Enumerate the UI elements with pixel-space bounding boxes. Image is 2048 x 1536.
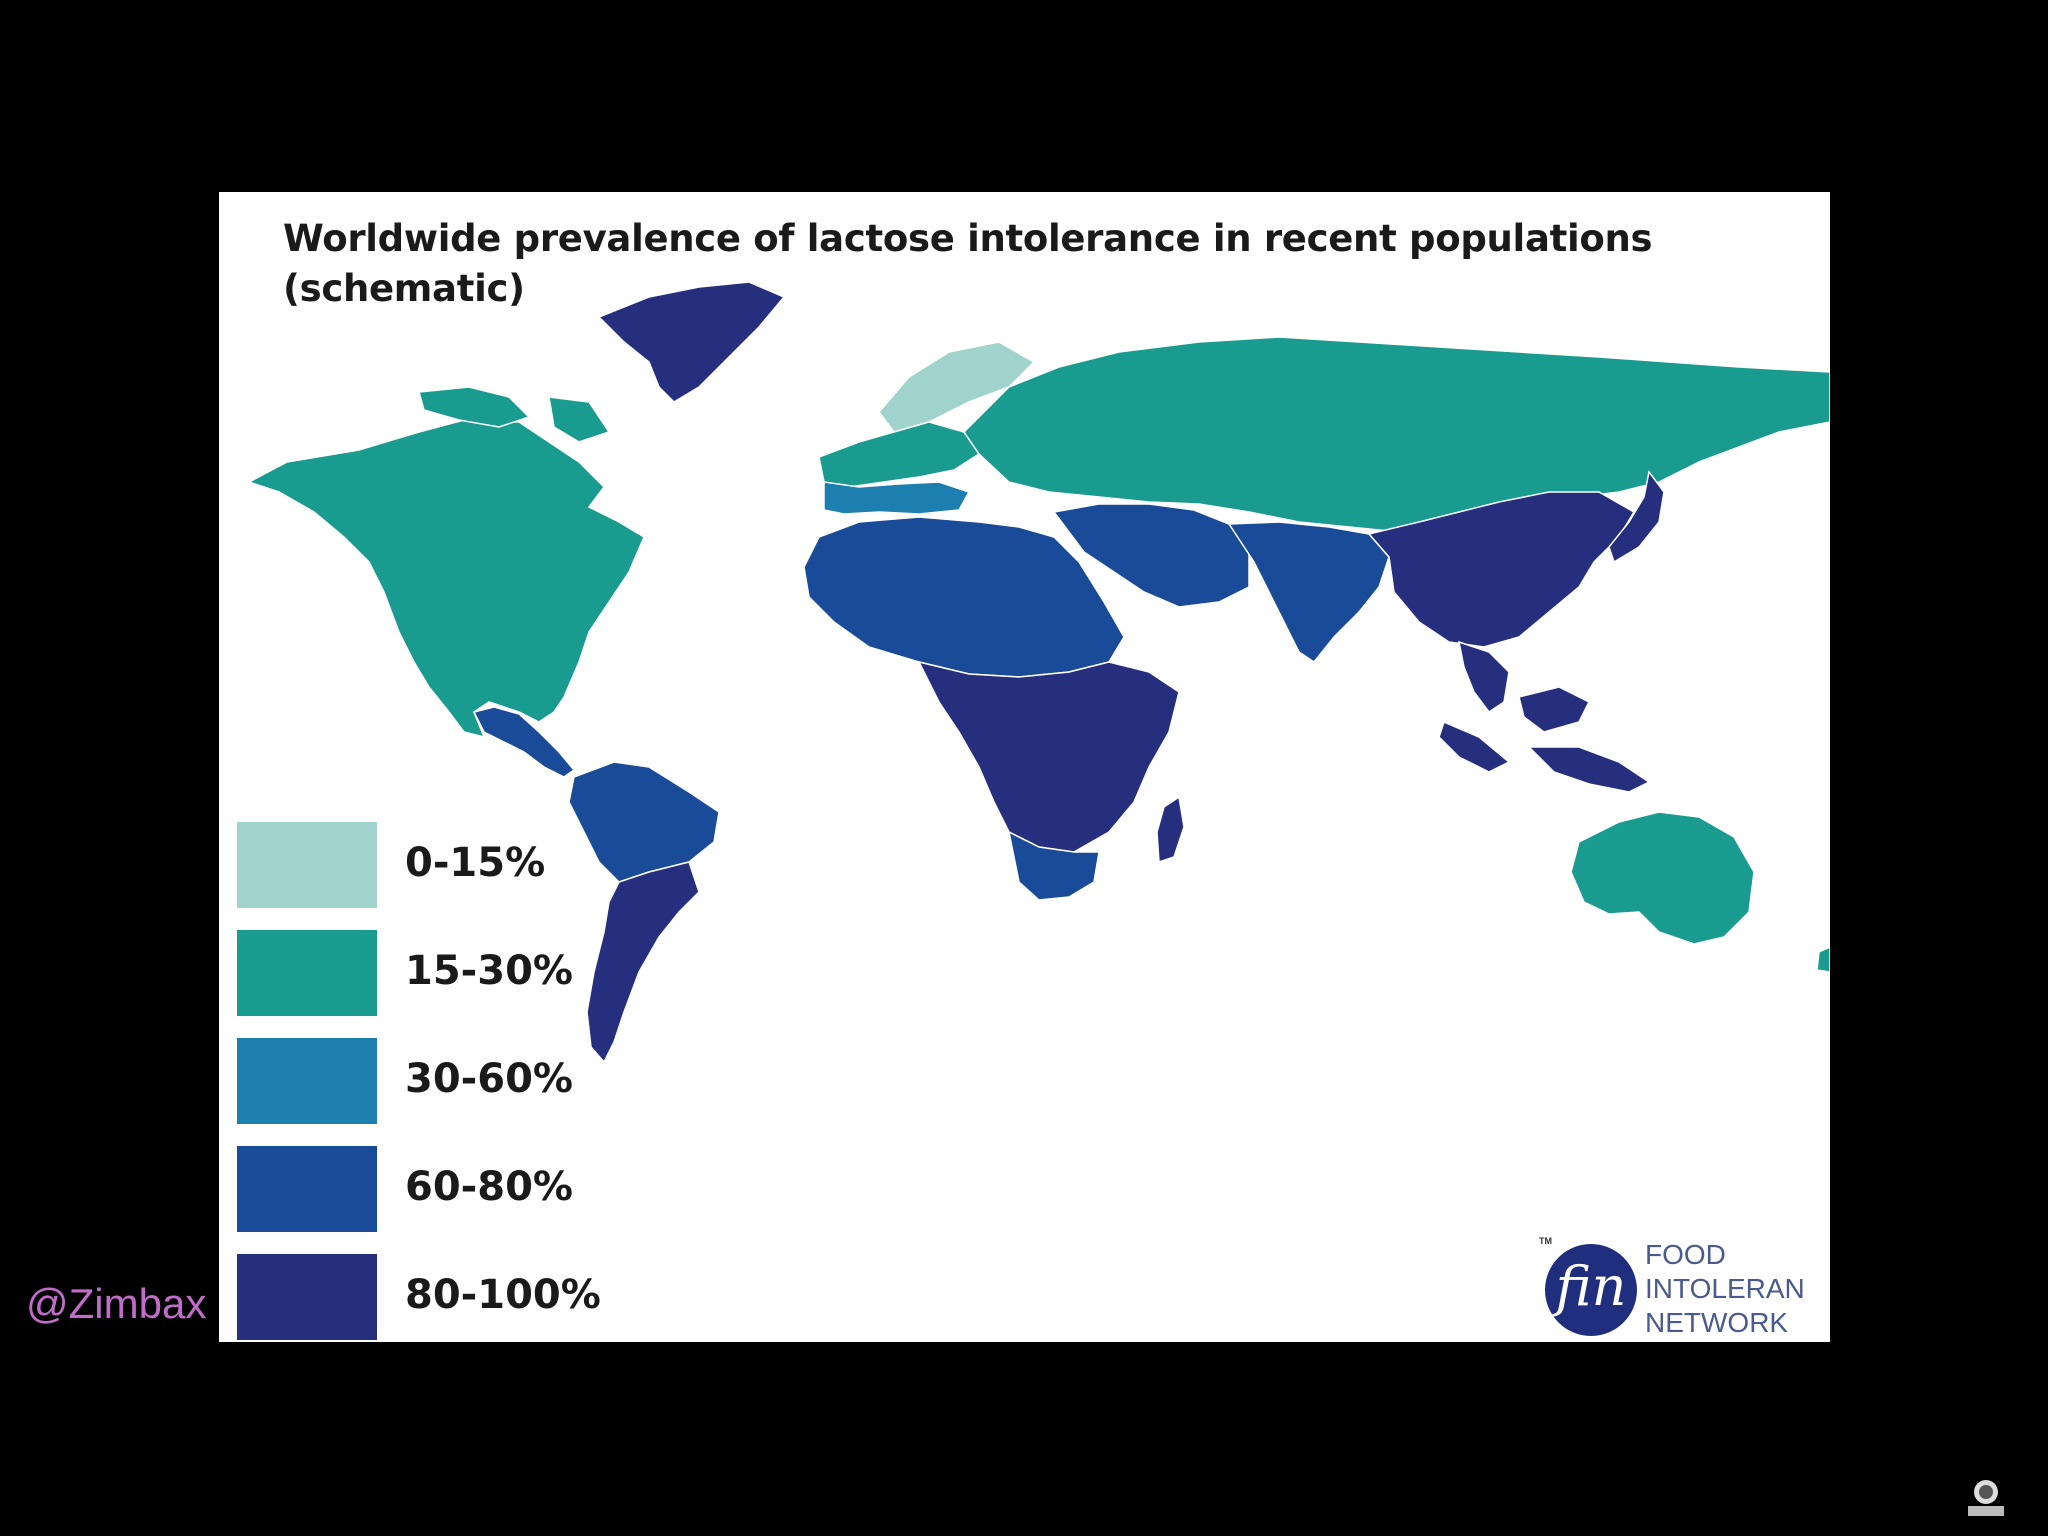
map-slide: Worldwide prevalence of lactose intolera…	[219, 192, 1830, 1342]
region-southeast-asia	[1438, 640, 1651, 793]
region-central-america	[472, 706, 576, 778]
legend-swatch	[237, 930, 377, 1016]
legend-label: 0-15%	[405, 840, 546, 886]
region-southern-europe	[823, 481, 971, 515]
legend-swatch	[237, 1254, 377, 1340]
region-japan	[1608, 470, 1665, 564]
logo-line-2: INTOLERAN	[1645, 1273, 1805, 1304]
channel-avatar-icon[interactable]	[1962, 1472, 2010, 1520]
region-south-america-south	[586, 861, 700, 1064]
title-line-1: Worldwide prevalence of lactose intolera…	[283, 217, 1653, 260]
legend-item-60-80: 60-80%	[237, 1146, 637, 1234]
region-middle-east	[1052, 503, 1250, 608]
title-line-2: (schematic)	[283, 267, 525, 310]
food-intolerance-network-logo: TM fin FOOD INTOLERAN NETWORK	[1539, 1232, 1830, 1342]
fin-logo-icon: fin	[1545, 1244, 1637, 1336]
region-australia	[1570, 811, 1755, 945]
region-southern-africa	[1007, 830, 1100, 901]
legend-item-15-30: 15-30%	[237, 930, 637, 1018]
legend-label: 80-100%	[405, 1272, 601, 1318]
legend-label: 60-80%	[405, 1164, 574, 1210]
region-north-asia	[963, 336, 1830, 538]
world-map	[247, 281, 1830, 1064]
region-arctic-islands	[418, 386, 611, 443]
watermark: @Zimbax	[26, 1280, 207, 1327]
map-title: Worldwide prevalence of lactose intolera…	[283, 214, 1683, 314]
legend-item-0-15: 0-15%	[237, 822, 637, 910]
region-north-america	[247, 419, 645, 739]
region-new-zealand	[1816, 946, 1830, 973]
legend-item-80-100: 80-100%	[237, 1254, 637, 1342]
trademark-mark: TM	[1539, 1236, 1552, 1246]
region-sub-saharan-africa	[917, 660, 1180, 853]
region-madagascar	[1156, 795, 1185, 864]
legend-swatch	[237, 1146, 377, 1232]
logo-line-1: FOOD	[1645, 1239, 1726, 1270]
region-east-asia	[1367, 491, 1636, 648]
legend-item-30-60: 30-60%	[237, 1038, 637, 1126]
logo-wordmark: FOOD INTOLERAN NETWORK	[1645, 1238, 1805, 1340]
legend-swatch	[237, 822, 377, 908]
logo-line-3: NETWORK	[1645, 1307, 1789, 1338]
legend-label: 15-30%	[405, 948, 574, 994]
region-south-asia	[1227, 521, 1390, 664]
legend-swatch	[237, 1038, 377, 1124]
region-central-europe	[818, 421, 981, 488]
region-greenland	[597, 281, 786, 403]
legend-label: 30-60%	[405, 1056, 574, 1102]
